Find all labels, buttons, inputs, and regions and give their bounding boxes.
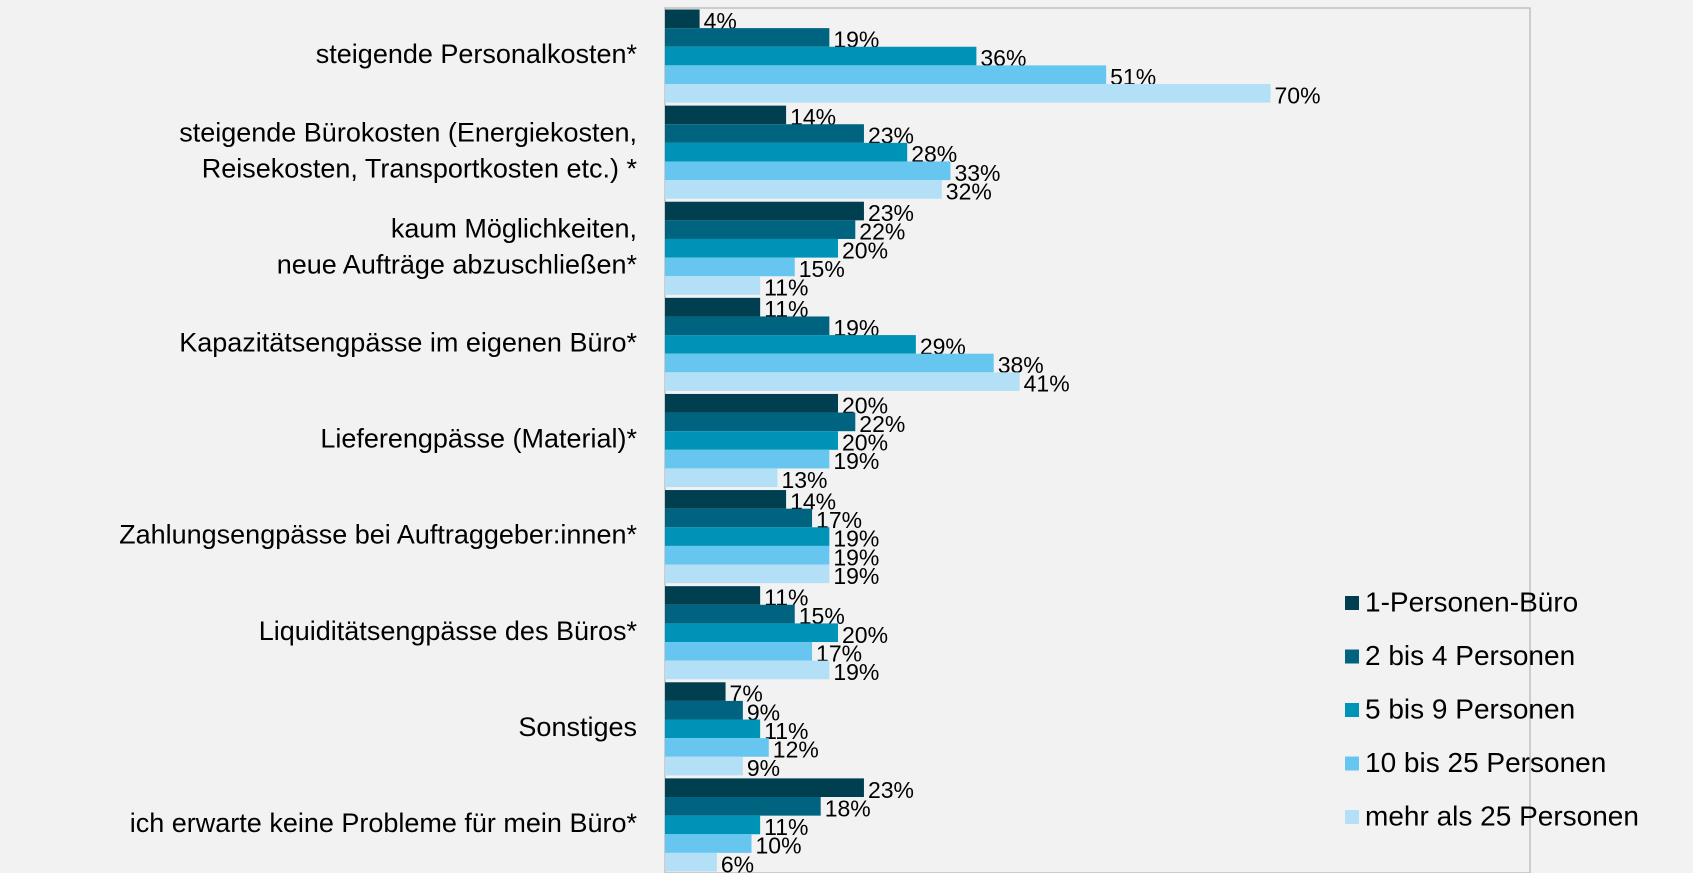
data-label: 20% <box>842 430 888 456</box>
data-label: 11% <box>764 814 808 840</box>
data-label: 15% <box>799 256 845 282</box>
data-label: 22% <box>859 219 905 245</box>
category-label: Reisekosten, Transportkosten etc.) * <box>202 153 638 183</box>
bar <box>665 719 761 739</box>
data-label: 70% <box>1275 82 1321 108</box>
bar <box>665 353 994 373</box>
bar <box>665 297 761 317</box>
data-label: 6% <box>721 851 754 873</box>
bar <box>665 180 942 199</box>
data-label: 22% <box>859 411 905 437</box>
category-label: ich erwarte keine Probleme für mein Büro… <box>130 808 638 838</box>
category-label: kaum Möglichkeiten, <box>391 213 637 243</box>
bar <box>665 508 813 528</box>
bar <box>665 9 700 29</box>
legend-label: 5 bis 9 Personen <box>1365 693 1575 724</box>
bar <box>665 545 830 565</box>
legend-label: 10 bis 25 Personen <box>1365 747 1606 778</box>
bar <box>665 28 830 47</box>
legend-swatch <box>1345 596 1359 610</box>
data-label: 9% <box>747 755 780 781</box>
category-label: steigende Bürokosten (Energiekosten, <box>179 117 637 147</box>
legend-swatch <box>1345 649 1359 664</box>
category-label: Liquiditätsengpässe des Büros* <box>259 616 638 646</box>
bar <box>665 46 977 66</box>
bar <box>665 527 830 546</box>
data-label: 19% <box>833 563 879 589</box>
data-label: 19% <box>833 544 879 570</box>
bar <box>665 623 838 643</box>
data-label: 11% <box>764 718 808 744</box>
bar <box>665 564 830 584</box>
data-label: 20% <box>842 622 888 648</box>
bar <box>665 124 864 143</box>
bar <box>665 335 916 354</box>
bar <box>665 815 761 835</box>
data-label: 32% <box>946 178 992 204</box>
category-label: steigende Personalkosten* <box>316 39 638 69</box>
bar <box>665 586 761 605</box>
bar <box>665 852 717 872</box>
data-label: 12% <box>773 737 819 763</box>
category-label: Zahlungsengpässe bei Auftraggeber:innen* <box>119 520 637 550</box>
data-label: 20% <box>842 237 888 263</box>
category-label: neue Aufträge abzuschließen* <box>277 249 638 279</box>
bar <box>665 201 864 221</box>
bar <box>665 642 813 661</box>
legend-label: mehr als 25 Personen <box>1365 800 1639 831</box>
bar <box>665 257 795 277</box>
data-label: 11% <box>764 275 808 301</box>
category-label: Kapazitätsengpässe im eigenen Büro* <box>179 328 637 358</box>
data-label: 10% <box>756 833 802 859</box>
category-label: Lieferengpässe (Material)* <box>320 424 637 454</box>
data-label: 19% <box>833 526 879 552</box>
bar <box>665 468 778 488</box>
bar <box>665 105 787 125</box>
data-label: 18% <box>825 795 871 821</box>
bar <box>665 449 830 469</box>
legend-label: 2 bis 4 Personen <box>1365 640 1575 671</box>
data-label: 13% <box>781 467 827 493</box>
bar <box>665 412 856 432</box>
data-label: 33% <box>954 160 1000 186</box>
bar <box>665 393 838 413</box>
legend-swatch <box>1345 703 1359 717</box>
data-label: 23% <box>868 200 914 226</box>
data-label: 19% <box>833 659 879 685</box>
bar <box>665 65 1107 84</box>
legend-swatch <box>1345 810 1359 824</box>
data-label: 23% <box>868 777 914 803</box>
legend-label: 1-Personen-Büro <box>1365 586 1578 617</box>
bar <box>665 276 761 295</box>
data-label: 41% <box>1024 371 1070 397</box>
bar <box>665 604 795 624</box>
bar <box>665 142 908 162</box>
bar <box>665 778 864 798</box>
bar <box>665 660 830 680</box>
bar <box>665 700 743 720</box>
bar <box>665 161 951 181</box>
bar <box>665 834 752 853</box>
bar <box>665 316 830 336</box>
bar <box>665 490 787 509</box>
bar <box>665 83 1271 103</box>
category-label: Sonstiges <box>518 712 637 742</box>
legend-swatch <box>1345 756 1359 771</box>
bar <box>665 238 838 258</box>
data-label: 19% <box>833 448 879 474</box>
bar <box>665 756 743 776</box>
bar <box>665 372 1020 391</box>
bar <box>665 431 838 450</box>
bar <box>665 738 769 757</box>
bar <box>665 797 821 816</box>
bar <box>665 682 726 701</box>
bar <box>665 220 856 239</box>
